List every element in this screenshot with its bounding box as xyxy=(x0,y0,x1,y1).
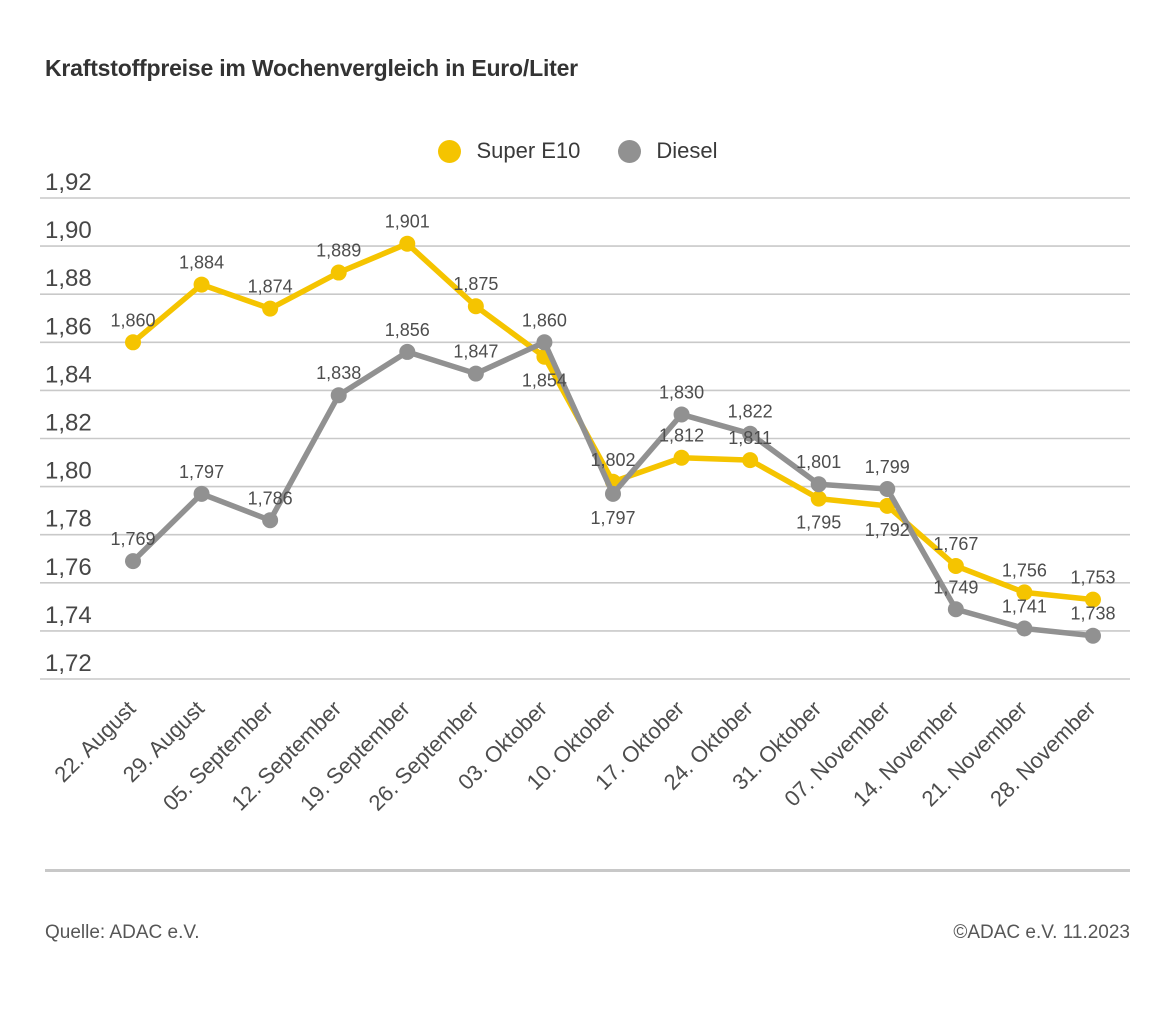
chart-title: Kraftstoffpreise im Wochenvergleich in E… xyxy=(45,55,578,81)
data-point-diesel xyxy=(399,343,416,360)
data-point-label-super-e10: 1,792 xyxy=(865,520,910,540)
data-point-label-diesel: 1,847 xyxy=(453,342,498,362)
legend-dot-diesel-icon xyxy=(618,139,642,163)
data-point-diesel xyxy=(947,601,964,618)
data-point-diesel xyxy=(742,425,759,442)
data-point-label-super-e10: 1,795 xyxy=(796,513,841,533)
data-point-diesel xyxy=(125,553,141,570)
data-point-label-super-e10: 1,889 xyxy=(316,241,361,261)
source-note: Quelle: ADAC e.V. xyxy=(45,922,200,943)
data-point-diesel xyxy=(193,485,210,502)
data-point-label-super-e10: 1,802 xyxy=(590,450,635,470)
legend-item-super-e10: Super E10 xyxy=(438,138,580,164)
chart-footer: Quelle: ADAC e.V. ©ADAC e.V. 11.2023 xyxy=(45,922,1130,944)
data-point-label-diesel: 1,822 xyxy=(728,402,773,422)
legend-label-diesel: Diesel xyxy=(656,138,718,163)
data-point-label-super-e10: 1,767 xyxy=(933,534,978,554)
y-axis-tick-label: 1,84 xyxy=(45,361,92,388)
data-point-label-diesel: 1,738 xyxy=(1070,604,1115,624)
data-point-diesel xyxy=(536,334,553,351)
data-point-super-e10 xyxy=(330,264,347,281)
data-point-label-super-e10: 1,875 xyxy=(453,274,498,294)
data-point-super-e10 xyxy=(673,449,690,466)
data-point-diesel xyxy=(879,481,896,498)
y-axis-tick-label: 1,86 xyxy=(45,313,92,340)
y-axis-tick-label: 1,72 xyxy=(45,650,92,677)
data-point-label-super-e10: 1,854 xyxy=(522,371,567,391)
data-point-super-e10 xyxy=(125,334,141,351)
y-axis-tick-label: 1,82 xyxy=(45,410,92,437)
chart-legend: Super E10 Diesel xyxy=(0,137,1156,165)
data-point-label-diesel: 1,797 xyxy=(179,462,224,482)
data-point-label-diesel: 1,838 xyxy=(316,363,361,383)
y-axis-tick-label: 1,74 xyxy=(45,602,92,629)
legend-dot-super-e10-icon xyxy=(438,139,462,163)
data-point-label-super-e10: 1,901 xyxy=(385,212,430,232)
data-point-label-super-e10: 1,811 xyxy=(728,428,772,448)
data-point-diesel xyxy=(810,476,827,493)
data-point-super-e10 xyxy=(193,276,210,293)
data-point-diesel xyxy=(330,387,347,404)
data-point-label-super-e10: 1,812 xyxy=(659,426,704,446)
data-point-super-e10 xyxy=(810,490,827,507)
data-point-diesel xyxy=(1084,627,1101,644)
data-point-label-diesel: 1,769 xyxy=(110,529,155,549)
data-point-label-diesel: 1,830 xyxy=(659,382,704,402)
data-point-label-diesel: 1,741 xyxy=(1002,596,1047,616)
data-point-label-diesel: 1,860 xyxy=(522,310,567,330)
y-axis-tick-label: 1,90 xyxy=(45,217,92,244)
y-axis-tick-label: 1,92 xyxy=(45,169,92,196)
data-point-super-e10 xyxy=(1084,591,1101,608)
legend-item-diesel: Diesel xyxy=(618,138,718,164)
data-point-super-e10 xyxy=(262,300,279,317)
data-point-label-super-e10: 1,860 xyxy=(110,310,155,330)
legend-label-super-e10: Super E10 xyxy=(476,138,581,163)
data-point-label-diesel: 1,749 xyxy=(933,577,978,597)
data-point-diesel xyxy=(604,485,621,502)
footer-divider xyxy=(45,869,1130,872)
data-point-label-diesel: 1,856 xyxy=(385,320,430,340)
data-point-super-e10 xyxy=(879,497,896,514)
chart-page: Kraftstoffpreise im Wochenvergleich in E… xyxy=(0,55,1156,944)
data-point-label-super-e10: 1,753 xyxy=(1070,568,1115,588)
data-point-super-e10 xyxy=(399,235,416,252)
data-point-diesel xyxy=(1016,620,1033,637)
fuel-price-line-chart: 1,92 1,90 1,88 1,86 1,84 1,82 1,80 1,78 1,76 1,74… xyxy=(40,169,1130,816)
data-point-label-diesel: 1,797 xyxy=(590,508,635,528)
y-axis-tick-label: 1,76 xyxy=(45,554,92,581)
copyright-note: ©ADAC e.V. 11.2023 xyxy=(953,922,1130,943)
data-point-label-diesel: 1,801 xyxy=(796,452,841,472)
data-point-diesel xyxy=(467,365,484,382)
data-point-super-e10 xyxy=(467,298,484,315)
data-point-label-super-e10: 1,756 xyxy=(1002,560,1047,580)
y-axis-tick-label: 1,88 xyxy=(45,265,92,292)
data-point-diesel xyxy=(262,512,279,529)
data-point-diesel xyxy=(673,406,690,423)
data-point-label-super-e10: 1,874 xyxy=(248,277,293,297)
y-axis-tick-label: 1,80 xyxy=(45,458,92,485)
data-point-label-diesel: 1,786 xyxy=(248,488,293,508)
data-point-super-e10 xyxy=(742,452,759,469)
data-point-super-e10 xyxy=(1016,584,1033,601)
data-point-label-diesel: 1,799 xyxy=(865,457,910,477)
data-point-label-super-e10: 1,884 xyxy=(179,253,224,273)
y-axis-tick-label: 1,78 xyxy=(45,506,92,533)
data-point-super-e10 xyxy=(947,557,964,574)
